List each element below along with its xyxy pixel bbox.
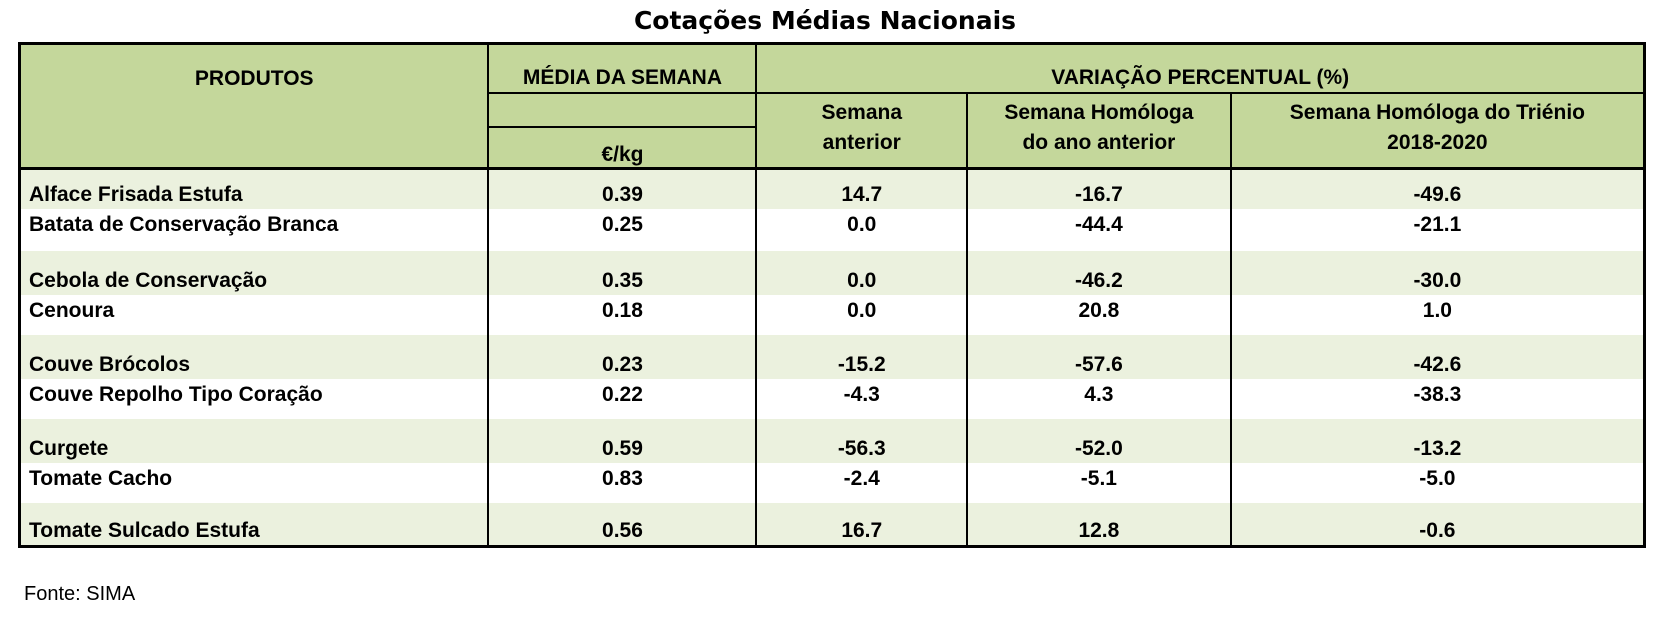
cell-trienio: -5.0 [1229, 462, 1645, 503]
cell-trienio: -30.0 [1229, 250, 1645, 295]
header-produtos: PRODUTOS [19, 43, 489, 169]
cell-media: 0.83 [487, 462, 757, 503]
header-semana-anterior-line1: Semana [821, 100, 903, 124]
cell-media: 0.39 [487, 167, 757, 209]
table-body: Alface Frisada Estufa 0.39 14.7 -16.7 -49.6 B… [19, 167, 1645, 547]
header-homologa-trienio: Semana Homóloga do Triénio 2018-2020 [1229, 91, 1645, 169]
table-title: Cotações Médias Nacionais [633, 6, 1017, 35]
cell-media: 0.56 [487, 502, 757, 547]
cell-semana-anterior: -4.3 [755, 378, 968, 419]
cell-trienio: -13.2 [1229, 418, 1645, 463]
source-note: Fonte: SIMA [24, 583, 136, 605]
header-semana-anterior: Semana anterior [755, 91, 968, 169]
cell-produto: Tomate Cacho [29, 466, 173, 490]
cell-homologa: 4.3 [966, 378, 1231, 419]
header-homologa-line1: Semana Homóloga [1004, 100, 1194, 124]
cell-trienio: -42.6 [1229, 334, 1645, 379]
cell-produto: Cenoura [29, 298, 115, 322]
cell-media: 0.23 [487, 334, 757, 379]
cell-trienio: -49.6 [1229, 167, 1645, 209]
table-row: Cebola de Conservação 0.35 0.0 -46.2 -30.0 [19, 250, 1645, 295]
cell-produto: Curgete [19, 418, 489, 463]
cell-semana-anterior: -56.3 [755, 418, 968, 463]
table-row: Tomate Cacho 0.83 -2.4 -5.1 -5.0 [20, 462, 1645, 503]
cell-homologa: -46.2 [966, 250, 1231, 295]
prices-table: PRODUTOS MÉDIA DA SEMANA VARIAÇÃO PERCEN… [18, 42, 1646, 548]
cell-produto: Couve Repolho Tipo Coração [29, 382, 323, 406]
cell-homologa: -5.1 [966, 462, 1231, 503]
table-row: Batata de Conservação Branca 0.25 0.0 -44.4… [20, 208, 1645, 251]
cell-produto: Batata de Conservação Branca [29, 212, 339, 236]
cell-homologa: 20.8 [966, 294, 1231, 335]
cell-semana-anterior: -2.4 [755, 462, 968, 503]
cell-trienio: -38.3 [1229, 378, 1645, 419]
header-semana-anterior-line2: anterior [822, 130, 901, 154]
cell-trienio: -21.1 [1229, 208, 1645, 251]
cell-media: 0.18 [487, 294, 757, 335]
cell-homologa: -52.0 [966, 418, 1231, 463]
cell-trienio: 1.0 [1229, 294, 1645, 335]
cell-homologa: -57.6 [966, 334, 1231, 379]
cell-semana-anterior: 0.0 [755, 208, 968, 251]
cell-media: 0.25 [487, 208, 757, 251]
cell-homologa: -44.4 [966, 208, 1231, 251]
cell-homologa: -16.7 [966, 167, 1231, 209]
header-variacao-percentual: VARIAÇÃO PERCENTUAL (%) [755, 43, 1645, 93]
cell-media: 0.22 [487, 378, 757, 419]
header-media-spacer [487, 91, 757, 127]
cell-media: 0.59 [487, 418, 757, 463]
header-homologa-ano-anterior: Semana Homóloga do ano anterior [966, 91, 1231, 169]
header-unit: €/kg [487, 125, 757, 169]
cell-semana-anterior: 0.0 [755, 294, 968, 335]
cell-trienio: -0.6 [1229, 502, 1645, 547]
cell-semana-anterior: 14.7 [755, 167, 968, 209]
table-row: Couve Brócolos 0.23 -15.2 -57.6 -42.6 [19, 334, 1645, 379]
cell-produto: Couve Brócolos [19, 334, 489, 379]
cell-produto: Tomate Sulcado Estufa [19, 502, 489, 547]
table-row: Cenoura 0.18 0.0 20.8 1.0 [20, 294, 1645, 335]
cell-homologa: 12.8 [966, 502, 1231, 547]
table-row: Couve Repolho Tipo Coração 0.22 -4.3 4.3 -38… [20, 378, 1645, 419]
header-trienio-line1: Semana Homóloga do Triénio [1289, 100, 1585, 124]
table-row: Tomate Sulcado Estufa 0.56 16.7 12.8 -0.6 [19, 502, 1645, 547]
cell-produto: Cebola de Conservação [19, 250, 489, 295]
header-homologa-line2: do ano anterior [1022, 130, 1176, 154]
cell-semana-anterior: -15.2 [755, 334, 968, 379]
cell-semana-anterior: 16.7 [755, 502, 968, 547]
header-trienio-line2: 2018-2020 [1387, 130, 1488, 154]
header-media-semana: MÉDIA DA SEMANA [487, 43, 757, 93]
cell-produto: Alface Frisada Estufa [19, 167, 489, 209]
cell-semana-anterior: 0.0 [755, 250, 968, 295]
table-row: Curgete 0.59 -56.3 -52.0 -13.2 [19, 418, 1645, 463]
cell-media: 0.35 [487, 250, 757, 295]
table-row: Alface Frisada Estufa 0.39 14.7 -16.7 -49.6 [19, 167, 1645, 209]
